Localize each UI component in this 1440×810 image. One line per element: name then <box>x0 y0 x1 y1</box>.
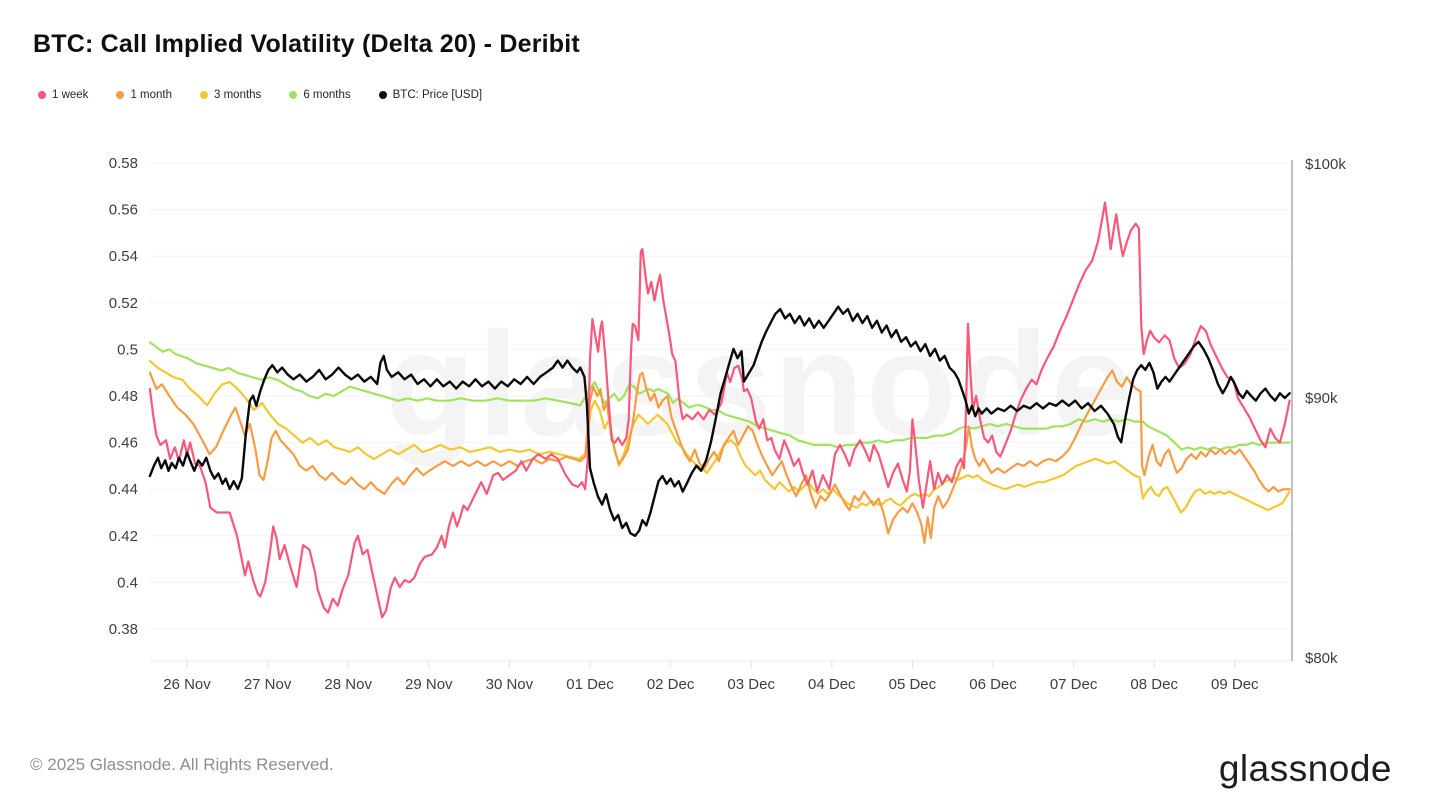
left-axis-tick-label: 0.44 <box>109 481 138 498</box>
legend-dot-icon <box>116 91 125 99</box>
x-axis-tick-label: 28 Nov <box>324 676 372 693</box>
x-axis-tick-label: 04 Dec <box>808 676 856 693</box>
left-axis-tick-label: 0.4 <box>117 574 138 591</box>
legend-dot-icon <box>378 91 387 99</box>
series-line-6-months[interactable] <box>148 341 1291 451</box>
x-axis-tick-label: 08 Dec <box>1130 676 1178 693</box>
x-axis-tick-label: 27 Nov <box>244 676 292 693</box>
legend-label: 3 months <box>214 89 262 101</box>
legend-item-3-months[interactable]: 3 months <box>200 89 261 101</box>
legend-label: BTC: Price [USD] <box>392 89 483 101</box>
legend-dot-icon <box>200 91 208 99</box>
left-axis-tick-label: 0.58 <box>109 155 138 172</box>
x-axis-tick-label: 26 Nov <box>163 676 211 693</box>
x-axis-tick-label: 29 Nov <box>405 676 453 693</box>
x-axis-tick-label: 06 Dec <box>969 676 1017 693</box>
legend-label: 1 month <box>130 89 172 101</box>
left-axis-tick-label: 0.38 <box>109 621 138 638</box>
series-line-1-month[interactable] <box>148 369 1291 544</box>
left-axis-tick-label: 0.48 <box>109 388 138 405</box>
legend-item-1-week[interactable]: 1 week <box>38 89 88 101</box>
x-axis-tick-label: 03 Dec <box>727 676 775 693</box>
legend-label: 1 week <box>52 89 89 101</box>
series-line-btc-price-usd-[interactable] <box>148 305 1291 537</box>
left-axis-tick-label: 0.5 <box>117 341 138 358</box>
legend-label: 6 months <box>303 89 351 101</box>
x-axis-tick-label: 05 Dec <box>889 676 937 693</box>
legend-item-btc-price-usd-[interactable]: BTC: Price [USD] <box>378 89 483 101</box>
left-axis-tick-label: 0.56 <box>109 202 138 219</box>
left-axis-tick-label: 0.42 <box>109 528 138 545</box>
series-line-1-week[interactable] <box>148 201 1291 619</box>
legend: 1 week 1 month 3 months 6 months BTC: Price … <box>38 89 482 101</box>
left-axis-tick-label: 0.46 <box>109 435 138 452</box>
right-axis-tick-label: $80k <box>1305 650 1338 667</box>
legend-item-1-month[interactable]: 1 month <box>116 89 172 101</box>
x-axis-tick-label: 07 Dec <box>1050 676 1098 693</box>
x-axis-tick-label: 02 Dec <box>647 676 695 693</box>
left-axis-tick-label: 0.52 <box>109 295 138 312</box>
right-axis-tick-label: $100k <box>1305 156 1346 173</box>
right-axis-tick-label: $90k <box>1305 390 1338 407</box>
legend-dot-icon <box>289 91 298 99</box>
x-axis-tick-label: 09 Dec <box>1211 676 1259 693</box>
x-axis-tick-label: 01 Dec <box>566 676 614 693</box>
x-axis-tick-label: 30 Nov <box>486 676 534 693</box>
legend-item-6-months[interactable]: 6 months <box>289 89 351 101</box>
left-axis-tick-label: 0.54 <box>109 248 138 265</box>
page-title: BTC: Call Implied Volatility (Delta 20) … <box>33 30 580 58</box>
legend-dot-icon <box>38 91 46 99</box>
footer-copyright: © 2025 Glassnode. All Rights Reserved. <box>30 755 334 774</box>
glassnode-logo: glassnode <box>1218 748 1392 789</box>
